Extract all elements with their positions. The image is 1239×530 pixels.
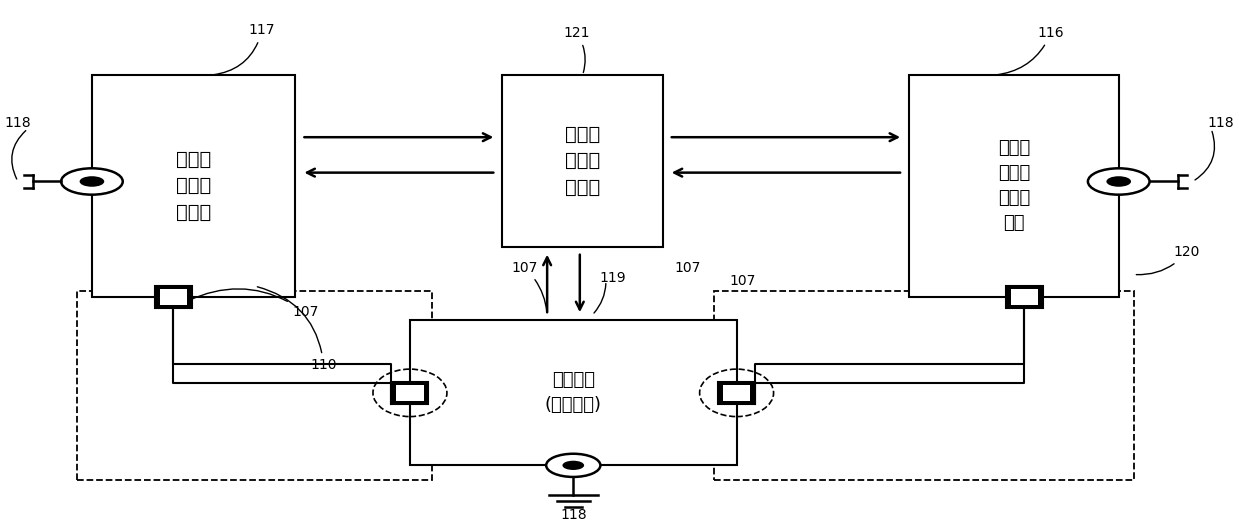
Bar (392, 382, 429, 404)
Bar (909, 75, 1119, 297)
Text: 107: 107 (512, 261, 546, 312)
Bar (724, 385, 750, 401)
Circle shape (546, 454, 601, 477)
Bar (155, 286, 192, 308)
Circle shape (563, 461, 584, 470)
Bar (92, 75, 295, 297)
Text: 107: 107 (188, 289, 318, 320)
Bar (160, 289, 187, 305)
Bar (715, 292, 1134, 480)
Text: 测试用
中、低
频信号
端口: 测试用 中、低 频信号 端口 (997, 139, 1030, 233)
Circle shape (1088, 169, 1150, 195)
Text: 118: 118 (560, 508, 586, 523)
Text: 测试用
直流稳
压电源: 测试用 直流稳 压电源 (565, 125, 600, 197)
Text: 107: 107 (674, 261, 700, 275)
Bar (410, 320, 737, 465)
Bar (77, 292, 432, 480)
Text: 117: 117 (213, 23, 275, 75)
Text: 116: 116 (996, 26, 1064, 75)
Text: 118: 118 (1208, 117, 1234, 130)
Bar (396, 385, 424, 401)
Circle shape (61, 169, 123, 195)
Text: 被测对象
(机械固定): 被测对象 (机械固定) (545, 372, 602, 414)
Text: 119: 119 (600, 271, 626, 285)
Circle shape (79, 176, 104, 187)
Text: 测试用
高频信
号端口: 测试用 高频信 号端口 (176, 150, 211, 222)
Bar (1011, 289, 1038, 305)
Bar (1006, 286, 1043, 308)
Text: 107: 107 (730, 274, 756, 288)
Bar (502, 75, 663, 246)
Circle shape (1106, 176, 1131, 187)
Text: 121: 121 (563, 26, 590, 73)
Text: 118: 118 (5, 117, 31, 130)
Text: 110: 110 (258, 287, 337, 372)
Bar (719, 382, 755, 404)
Text: 120: 120 (1136, 245, 1199, 275)
